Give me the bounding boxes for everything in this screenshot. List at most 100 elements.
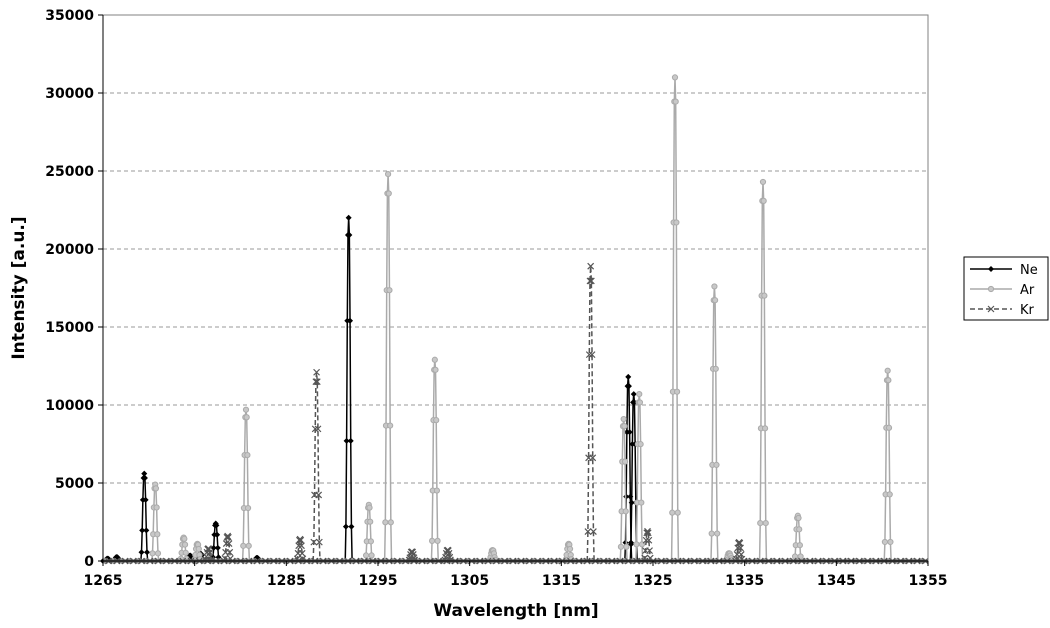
peak [221, 532, 234, 562]
data-point [630, 391, 637, 398]
data-point [637, 441, 644, 448]
legend-item-kr: Kr [970, 303, 1035, 318]
data-point [298, 542, 305, 550]
peak [791, 512, 804, 562]
data-point [642, 536, 650, 544]
x-tick-label: 1355 [909, 573, 948, 589]
data-point [434, 537, 441, 544]
data-point [737, 544, 744, 552]
data-point [224, 533, 232, 541]
peak [669, 74, 681, 562]
y-tick-label: 20000 [45, 242, 94, 258]
legend-label: Ne [1020, 263, 1038, 278]
data-point [313, 378, 321, 386]
data-point [621, 458, 629, 465]
data-point [153, 504, 160, 511]
data-point [885, 424, 893, 431]
data-point [760, 197, 767, 204]
data-point [712, 297, 719, 304]
data-point [432, 366, 439, 373]
legend: Ne Ar Kr [963, 256, 1049, 321]
peak [641, 527, 654, 562]
data-point [671, 74, 679, 81]
peak [362, 501, 375, 562]
y-tick-label: 0 [84, 554, 94, 570]
data-point [617, 543, 625, 550]
data-point [625, 373, 632, 380]
data-point [636, 390, 643, 398]
data-point [884, 367, 891, 374]
data-point [310, 538, 318, 546]
data-point [586, 277, 594, 285]
data-point [207, 556, 215, 564]
data-point [367, 538, 374, 545]
data-point [409, 548, 417, 556]
x-tick-label: 1285 [267, 573, 306, 589]
data-point [312, 378, 320, 386]
data-point [343, 437, 350, 444]
data-point [589, 528, 597, 535]
data-point [154, 531, 161, 538]
data-point [673, 219, 680, 226]
data-point [213, 522, 220, 529]
x-tick-label: 1315 [542, 573, 581, 589]
data-point [245, 542, 252, 549]
data-point [315, 491, 323, 499]
data-point [410, 554, 418, 562]
data-point [342, 523, 349, 530]
data-point [345, 214, 352, 221]
x-tick-label: 1265 [84, 573, 123, 589]
data-point [588, 351, 596, 359]
data-point [347, 317, 354, 324]
data-point [646, 554, 654, 562]
data-point [433, 487, 440, 494]
peak [382, 171, 394, 562]
peak [441, 546, 454, 564]
data-point [566, 545, 574, 553]
legend-label: Ar [1020, 283, 1035, 298]
data-point [295, 542, 303, 550]
x-tick-label: 1305 [450, 573, 489, 589]
y-tick-labels: 0 5000 10000 15000 20000 25000 30000 35000 [45, 8, 94, 570]
data-point [796, 526, 803, 533]
data-point [141, 475, 148, 482]
peak [310, 368, 323, 562]
data-point [759, 178, 767, 186]
data-point [366, 504, 373, 511]
legend-label: Kr [1020, 303, 1035, 318]
data-point [240, 542, 247, 549]
data-point [405, 556, 413, 564]
axes [98, 14, 929, 566]
data-point [761, 292, 768, 299]
peak [708, 283, 721, 562]
data-point [638, 499, 645, 506]
peak [342, 214, 355, 562]
data-point [622, 508, 629, 515]
peak [240, 406, 252, 562]
data-point [797, 553, 804, 560]
data-point [139, 527, 146, 534]
peak [757, 178, 769, 562]
x-tick-label: 1275 [175, 573, 214, 589]
data-point [362, 552, 370, 559]
data-point [298, 549, 306, 557]
data-point [142, 496, 149, 503]
x-tick-label: 1335 [725, 573, 764, 589]
x-tick-label: 1295 [359, 573, 398, 589]
x-tick-label: 1345 [817, 573, 856, 589]
peak [617, 415, 630, 562]
data-point [625, 383, 632, 390]
data-point [885, 377, 892, 384]
data-point [243, 414, 250, 421]
data-point [645, 536, 653, 544]
peak [428, 356, 441, 562]
data-point [633, 541, 640, 548]
y-tick-label: 25000 [45, 164, 94, 180]
x-axis-title: Wavelength [nm] [433, 601, 598, 621]
data-point [881, 538, 889, 546]
data-point [297, 536, 305, 544]
data-point [226, 548, 234, 556]
grid-lines [103, 92, 928, 484]
y-axis-title: Intensity [a.u.] [9, 216, 29, 359]
